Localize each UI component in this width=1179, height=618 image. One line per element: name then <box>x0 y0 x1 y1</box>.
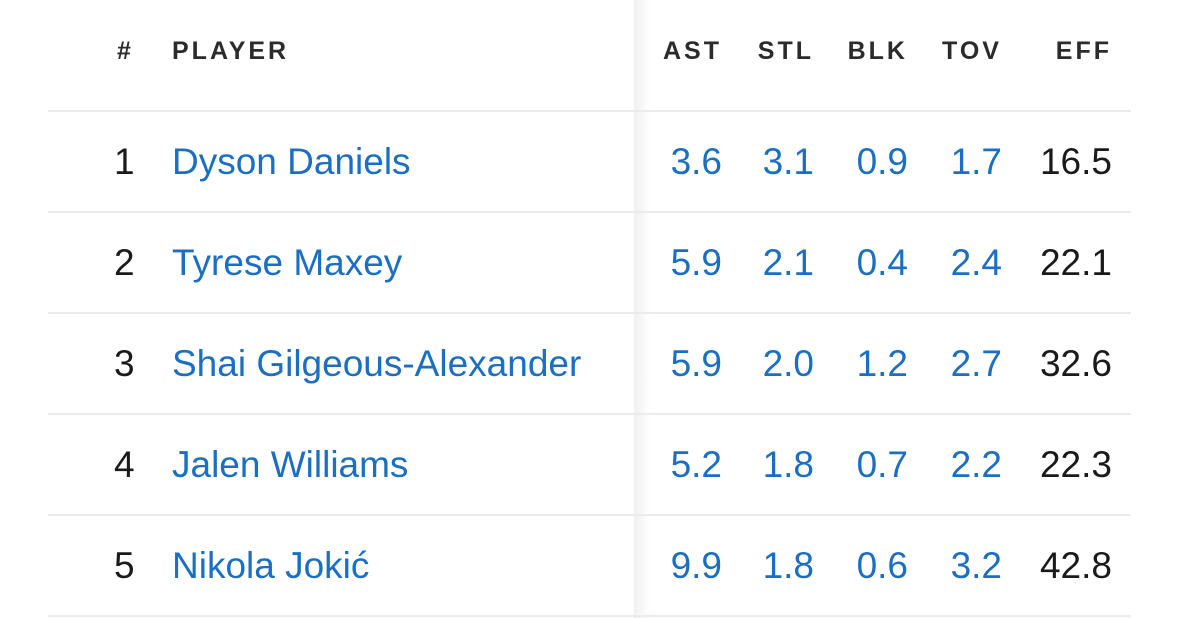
eff-cell: 32.6 <box>1039 343 1112 384</box>
rank-cell: 2 <box>114 242 135 283</box>
blk-link[interactable]: 0.9 <box>856 141 908 182</box>
rank-cell: 1 <box>114 141 135 182</box>
blk-link[interactable]: 0.4 <box>856 242 908 283</box>
blk-link[interactable]: 1.2 <box>856 343 908 384</box>
column-header-eff[interactable]: EFF <box>1055 37 1112 65</box>
column-header-tov[interactable]: TOV <box>942 37 1002 65</box>
column-header-stl[interactable]: STL <box>757 37 814 65</box>
player-link[interactable]: Shai Gilgeous-Alexander <box>172 343 582 384</box>
ast-link[interactable]: 5.9 <box>670 343 722 384</box>
column-header-player[interactable]: PLAYER <box>172 37 290 65</box>
player-link[interactable]: Tyrese Maxey <box>172 242 403 283</box>
rank-cell: 3 <box>114 343 135 384</box>
tov-link[interactable]: 2.4 <box>950 242 1002 283</box>
rank-cell: 5 <box>114 545 135 586</box>
ast-link[interactable]: 9.9 <box>670 545 722 586</box>
stl-link[interactable]: 2.1 <box>762 242 814 283</box>
player-link[interactable]: Nikola Jokić <box>172 545 370 586</box>
tov-link[interactable]: 3.2 <box>950 545 1002 586</box>
table-row: 1 Dyson Daniels 3.6 3.1 0.9 1.7 16.5 <box>48 112 1131 213</box>
eff-cell: 22.1 <box>1039 242 1112 283</box>
stl-link[interactable]: 3.1 <box>762 141 814 182</box>
ast-link[interactable]: 3.6 <box>670 141 722 182</box>
table-row: 5 Nikola Jokić 9.9 1.8 0.6 3.2 42.8 <box>48 516 1131 617</box>
stats-table: # PLAYER AST STL BLK TOV EFF 1 Dyson Dan… <box>48 0 1131 618</box>
tov-link[interactable]: 1.7 <box>950 141 1002 182</box>
table-row: 2 Tyrese Maxey 5.9 2.1 0.4 2.4 22.1 <box>48 213 1131 314</box>
stl-link[interactable]: 2.0 <box>762 343 814 384</box>
ast-link[interactable]: 5.2 <box>670 444 722 485</box>
blk-link[interactable]: 0.7 <box>856 444 908 485</box>
stl-link[interactable]: 1.8 <box>762 444 814 485</box>
rank-cell: 4 <box>114 444 135 485</box>
stl-link[interactable]: 1.8 <box>762 545 814 586</box>
player-link[interactable]: Jalen Williams <box>172 444 409 485</box>
blk-link[interactable]: 0.6 <box>856 545 908 586</box>
player-link[interactable]: Dyson Daniels <box>172 141 411 182</box>
ast-link[interactable]: 5.9 <box>670 242 722 283</box>
table-header: # PLAYER AST STL BLK TOV EFF <box>48 0 1131 112</box>
column-header-blk[interactable]: BLK <box>847 37 908 65</box>
table-row: 4 Jalen Williams 5.2 1.8 0.7 2.2 22.3 <box>48 415 1131 516</box>
eff-cell: 22.3 <box>1039 444 1112 485</box>
tov-link[interactable]: 2.2 <box>950 444 1002 485</box>
eff-cell: 16.5 <box>1039 141 1112 182</box>
eff-cell: 42.8 <box>1039 545 1112 586</box>
column-header-rank: # <box>117 37 134 65</box>
table-row: 3 Shai Gilgeous-Alexander 5.9 2.0 1.2 2.… <box>48 314 1131 415</box>
column-header-ast[interactable]: AST <box>663 37 722 65</box>
tov-link[interactable]: 2.7 <box>950 343 1002 384</box>
